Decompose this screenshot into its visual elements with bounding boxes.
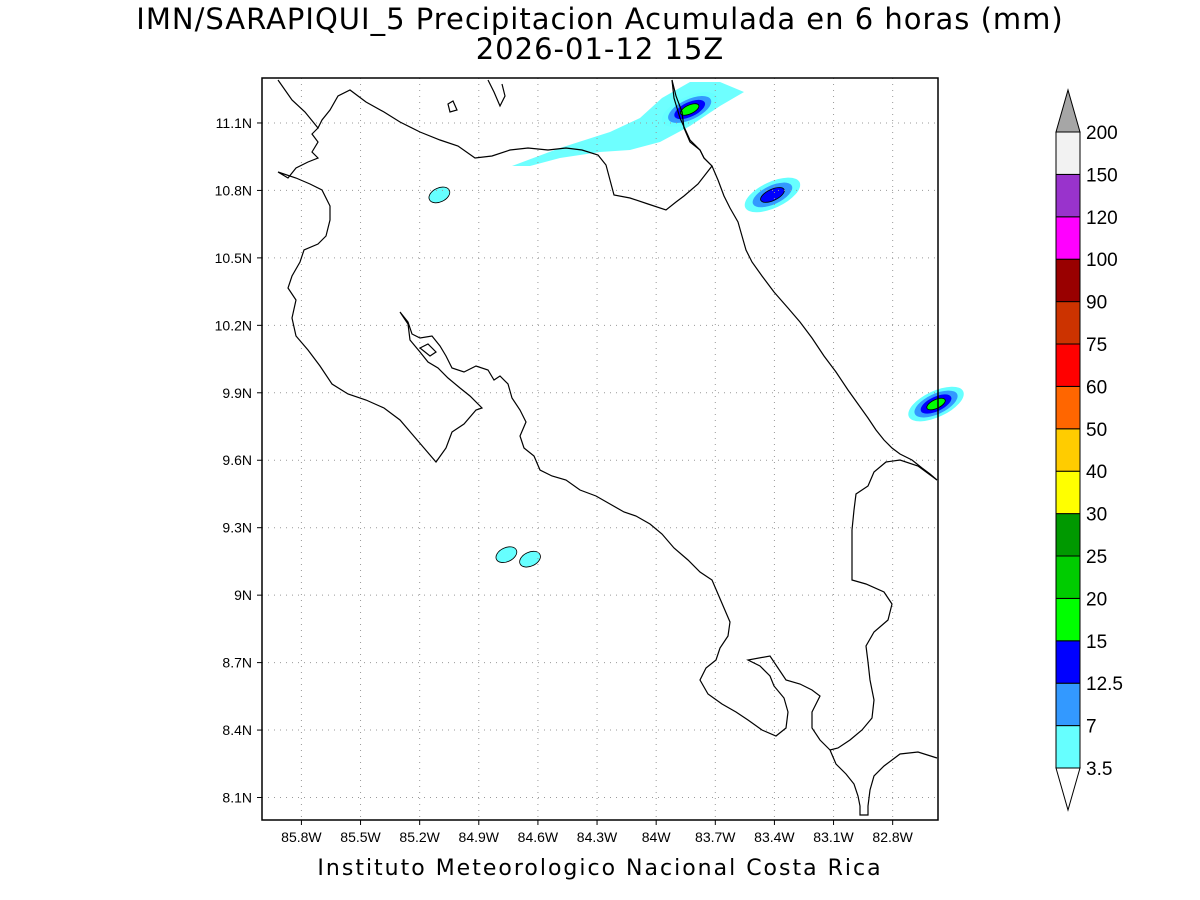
colorbar-box <box>1055 640 1081 684</box>
lat-tick-label: 8.1N <box>222 790 252 806</box>
lat-tick-label: 10.5N <box>215 250 252 266</box>
lon-tick-label: 82.8W <box>872 829 913 845</box>
colorbar-label: 60 <box>1086 377 1107 398</box>
colorbar-label: 40 <box>1086 462 1107 483</box>
colorbar-label: 100 <box>1086 250 1118 271</box>
colorbar-label: 90 <box>1086 293 1107 314</box>
colorbar-label: 3.5 <box>1086 759 1112 780</box>
border-panama <box>829 459 938 751</box>
precip-contour <box>428 186 451 204</box>
lon-tick-label: 84.9W <box>459 829 500 845</box>
precip-cell <box>495 546 518 563</box>
colorbar-box <box>1055 597 1081 642</box>
colorbar-box <box>1055 470 1081 515</box>
lon-tick-label: 83.7W <box>695 829 736 845</box>
map-frame <box>261 77 939 821</box>
lon-tick-label: 84W <box>642 829 672 845</box>
colorbar-under-triangle <box>1055 767 1081 812</box>
colorbar-label: 25 <box>1086 547 1107 568</box>
lon-tick-label: 84.3W <box>577 829 618 845</box>
colorbar-label: 150 <box>1086 165 1118 186</box>
lat-tick-label: 10.8N <box>215 182 252 198</box>
colorbar-box <box>1055 555 1081 599</box>
precip-contour <box>495 546 518 563</box>
lon-tick-label: 85.5W <box>340 829 381 845</box>
lon-tick-label: 85.8W <box>281 829 322 845</box>
lon-tick-label: 83.4W <box>754 829 795 845</box>
colorbar-label: 15 <box>1086 632 1107 653</box>
colorbar-box <box>1055 513 1081 557</box>
colorbar-box <box>1055 725 1081 769</box>
colorbar-box <box>1055 428 1081 472</box>
precip-cell <box>519 550 541 568</box>
colorbar-label: 75 <box>1086 335 1107 356</box>
lon-tick-label: 85.2W <box>399 829 440 845</box>
lat-tick-label: 8.7N <box>222 655 252 671</box>
precipitation-layer <box>428 82 964 568</box>
coastline-pacific <box>277 127 831 751</box>
colorbar-box <box>1055 343 1081 387</box>
coastline-border-layer <box>277 79 938 816</box>
colorbar-over-triangle <box>1055 88 1081 133</box>
lake-north-shore <box>487 79 506 108</box>
map-datetime: 2026-01-12 15Z <box>475 32 725 66</box>
lat-tick-label: 9.3N <box>222 520 252 536</box>
colorbar-box <box>1055 216 1081 260</box>
colorbar-label: 50 <box>1086 420 1107 441</box>
graticule <box>262 78 938 820</box>
colorbar-label: 200 <box>1086 123 1118 144</box>
colorbar-box <box>1055 131 1081 175</box>
coastline-caribbean <box>711 165 938 481</box>
map-title: IMN/SARAPIQUI_5 Precipitacion Acumulada … <box>136 2 1064 36</box>
coastline-panama-south <box>829 749 938 816</box>
precip-cell <box>428 186 451 204</box>
lat-tick-label: 9.6N <box>222 452 252 468</box>
colorbar-box <box>1055 301 1081 345</box>
colorbar-label: 7 <box>1086 717 1097 738</box>
colorbar-label: 12.5 <box>1086 674 1123 695</box>
lat-tick-label: 9N <box>234 587 252 603</box>
precip-contour <box>519 550 541 568</box>
lat-tick-label: 10.2N <box>215 317 252 333</box>
precip-cell <box>908 386 964 422</box>
colorbar-label: 120 <box>1086 208 1118 229</box>
colorbar-box <box>1055 258 1081 303</box>
precip-contour <box>680 103 700 116</box>
lake-island <box>447 100 458 113</box>
colorbar-box <box>1055 173 1081 218</box>
precip-contour <box>760 187 785 203</box>
colorbar-box <box>1055 385 1081 430</box>
colorbar-label: 30 <box>1086 505 1107 526</box>
longitude-tick-labels: 85.8W 85.5W 85.2W 84.9W 84.6W 84.3W 84W 83.7W 83… <box>281 820 914 845</box>
lon-tick-label: 84.6W <box>518 829 559 845</box>
colorbar-legend: 3.5 7 12.5 15 20 25 30 40 50 60 75 90 100 120 150 200 <box>1055 88 1123 812</box>
latitude-tick-labels: 11.1N 10.8N 10.5N 10.2N 9.9N 9.6N 9.3N 9N 8.7N 8.… <box>215 115 262 806</box>
gulf-nicoya-island <box>418 343 437 357</box>
lon-tick-label: 83.1W <box>813 829 854 845</box>
precip-cell <box>744 177 801 213</box>
colorbar-label: 20 <box>1086 589 1107 610</box>
colorbar-box <box>1055 682 1081 727</box>
lat-tick-label: 8.4N <box>222 722 252 738</box>
lat-tick-label: 9.9N <box>222 385 252 401</box>
lat-tick-label: 11.1N <box>216 115 252 131</box>
border-san-juan <box>671 79 713 167</box>
institution-footer: Instituto Meteorologico Nacional Costa R… <box>317 856 883 881</box>
